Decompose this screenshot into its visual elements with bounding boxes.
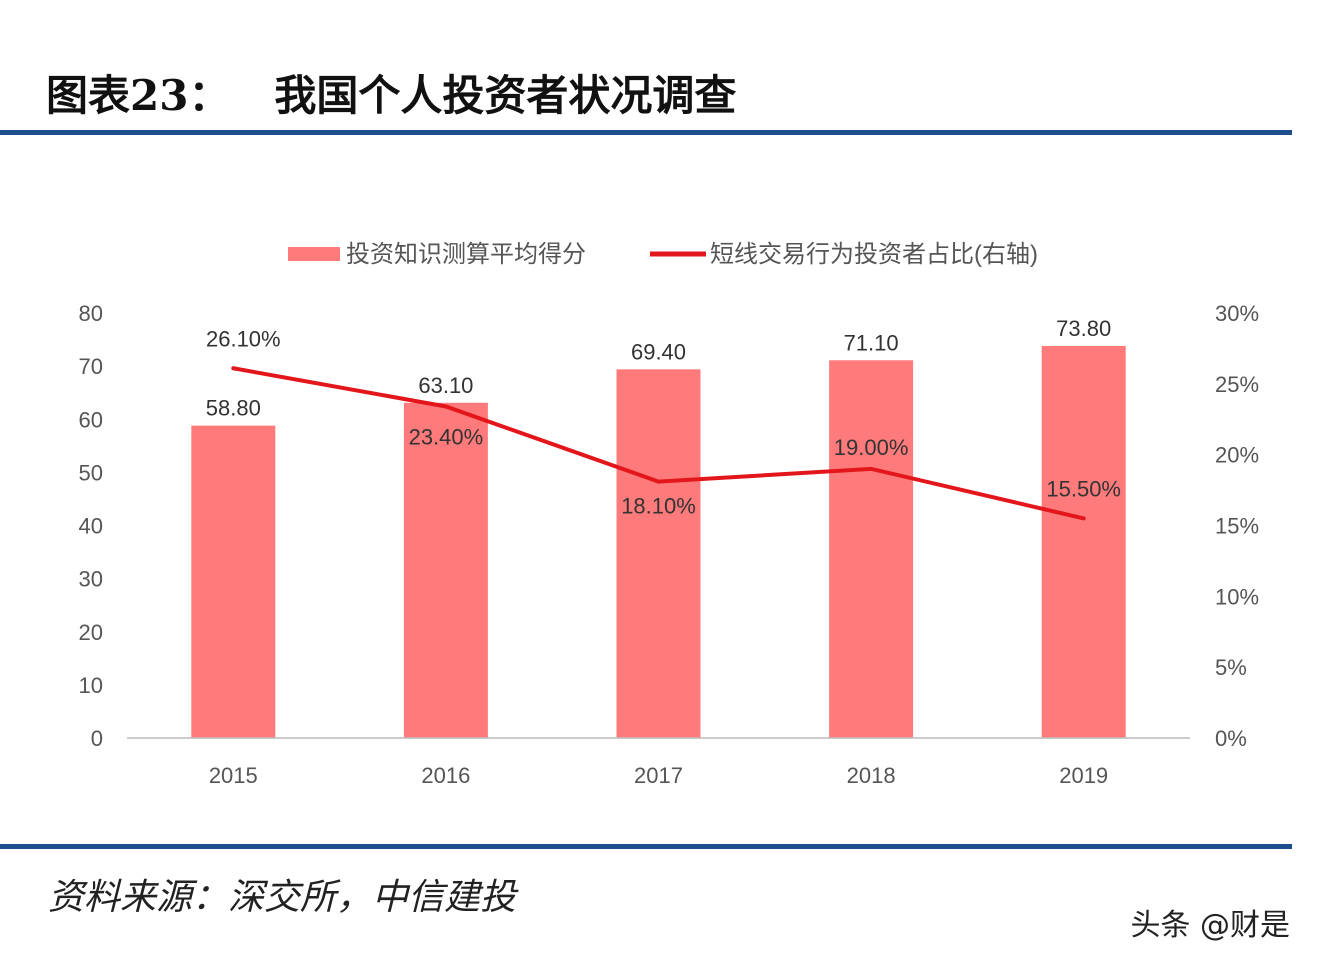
left-axis-tick: 40 [79,514,103,539]
left-axis-tick: 50 [79,460,103,485]
ratio-point-2018 [869,466,874,471]
chart-title: 图表23： 我国个人投资者状况调查 [46,71,737,120]
ratio-point-2019 [1081,516,1086,521]
bar-data-label: 69.40 [631,339,686,364]
line-data-label: 18.10% [621,494,696,519]
bar-2016 [403,402,488,738]
watermark: 头条 @财是 [1130,908,1290,943]
right-axis-tick: 30% [1215,301,1259,326]
x-axis-tick: 2018 [847,763,896,788]
left-axis-tick: 0 [91,726,103,751]
source-note: 资料来源：深交所，中信建投 [48,877,517,918]
x-axis-tick: 2017 [634,763,683,788]
ratio-point-2017 [656,479,661,484]
right-axis-tick: 5% [1215,655,1247,680]
bar-2018 [829,360,914,738]
legend-bar-swatch [288,247,340,261]
line-data-label: 19.00% [834,435,909,460]
bottom-rule [0,844,1292,849]
bar-data-label: 63.10 [418,373,473,398]
line-data-label: 23.40% [409,425,484,450]
bar-2019 [1041,345,1126,738]
x-axis-tick: 2015 [209,763,258,788]
left-axis-tick: 30 [79,567,103,592]
left-axis-tick: 60 [79,407,103,432]
right-axis-tick: 0% [1215,726,1247,751]
left-axis-tick: 10 [79,673,103,698]
left-axis-tick: 70 [79,354,103,379]
right-axis-tick: 25% [1215,372,1259,397]
legend-bar-label: 投资知识测算平均得分 [346,241,586,268]
bar-2015 [191,425,276,738]
x-axis-tick: 2019 [1059,763,1108,788]
bar-data-label: 58.80 [206,396,261,421]
left-axis-tick: 80 [79,301,103,326]
legend-line-label: 短线交易行为投资者占比(右轴) [710,241,1038,268]
x-axis-tick: 2016 [421,763,470,788]
line-data-label: 26.10% [206,326,281,351]
top-rule [0,130,1292,135]
bar-2017 [616,369,701,738]
right-axis-tick: 20% [1215,443,1259,468]
left-axis-tick: 20 [79,620,103,645]
right-axis-tick: 10% [1215,584,1259,609]
ratio-point-2016 [443,404,448,409]
bar-data-label: 73.80 [1056,316,1111,341]
line-data-label: 15.50% [1046,476,1121,501]
bar-data-label: 71.10 [844,330,899,355]
ratio-point-2015 [231,366,236,371]
right-axis-tick: 15% [1215,514,1259,539]
